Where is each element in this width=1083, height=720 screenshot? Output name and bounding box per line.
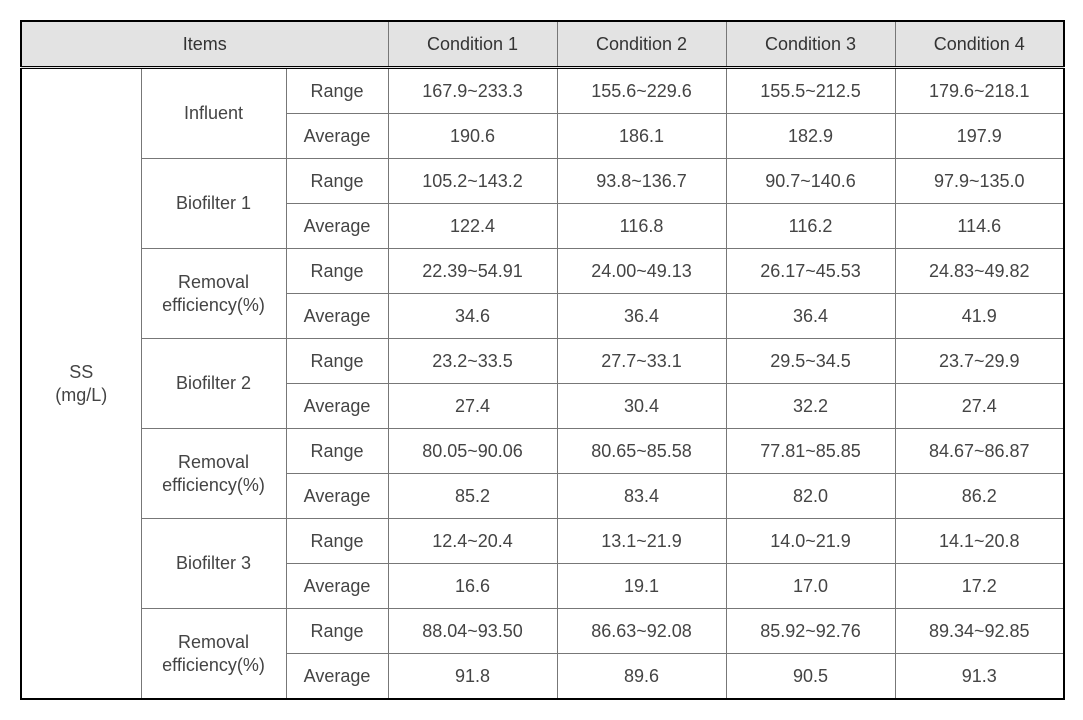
header-condition-2: Condition 2 [557, 21, 726, 68]
value-cell: 88.04~93.50 [388, 609, 557, 654]
value-cell: 30.4 [557, 384, 726, 429]
value-cell: 97.9~135.0 [895, 159, 1064, 204]
value-cell: 82.0 [726, 474, 895, 519]
table-row: Biofilter 2Range23.2~33.527.7~33.129.5~3… [21, 339, 1064, 384]
table-row: Removal efficiency(%)Range88.04~93.5086.… [21, 609, 1064, 654]
table-row: Removal efficiency(%)Range22.39~54.9124.… [21, 249, 1064, 294]
metric-label: Average [286, 384, 388, 429]
section-label: Biofilter 1 [141, 159, 286, 249]
value-cell: 16.6 [388, 564, 557, 609]
metric-label: Average [286, 294, 388, 339]
value-cell: 14.1~20.8 [895, 519, 1064, 564]
header-items: Items [21, 21, 388, 68]
header-condition-1: Condition 1 [388, 21, 557, 68]
value-cell: 83.4 [557, 474, 726, 519]
metric-label: Range [286, 339, 388, 384]
value-cell: 27.7~33.1 [557, 339, 726, 384]
value-cell: 190.6 [388, 114, 557, 159]
value-cell: 26.17~45.53 [726, 249, 895, 294]
value-cell: 89.34~92.85 [895, 609, 1064, 654]
value-cell: 89.6 [557, 654, 726, 700]
value-cell: 85.2 [388, 474, 557, 519]
metric-label: Average [286, 564, 388, 609]
ss-measurements-table: Items Condition 1 Condition 2 Condition … [20, 20, 1065, 700]
value-cell: 114.6 [895, 204, 1064, 249]
value-cell: 13.1~21.9 [557, 519, 726, 564]
value-cell: 186.1 [557, 114, 726, 159]
value-cell: 116.2 [726, 204, 895, 249]
value-cell: 19.1 [557, 564, 726, 609]
metric-label: Range [286, 68, 388, 114]
value-cell: 36.4 [557, 294, 726, 339]
metric-label: Average [286, 474, 388, 519]
header-row: Items Condition 1 Condition 2 Condition … [21, 21, 1064, 68]
section-label: Removal efficiency(%) [141, 429, 286, 519]
value-cell: 24.83~49.82 [895, 249, 1064, 294]
value-cell: 122.4 [388, 204, 557, 249]
value-cell: 27.4 [388, 384, 557, 429]
value-cell: 17.2 [895, 564, 1064, 609]
value-cell: 155.6~229.6 [557, 68, 726, 114]
value-cell: 29.5~34.5 [726, 339, 895, 384]
value-cell: 32.2 [726, 384, 895, 429]
value-cell: 93.8~136.7 [557, 159, 726, 204]
metric-label: Range [286, 609, 388, 654]
row-group-label: SS (mg/L) [21, 68, 141, 700]
value-cell: 36.4 [726, 294, 895, 339]
table-body: SS (mg/L)InfluentRange167.9~233.3155.6~2… [21, 68, 1064, 700]
metric-label: Range [286, 249, 388, 294]
value-cell: 80.65~85.58 [557, 429, 726, 474]
value-cell: 90.5 [726, 654, 895, 700]
metric-label: Range [286, 159, 388, 204]
value-cell: 90.7~140.6 [726, 159, 895, 204]
value-cell: 86.63~92.08 [557, 609, 726, 654]
section-label: Biofilter 3 [141, 519, 286, 609]
value-cell: 34.6 [388, 294, 557, 339]
metric-label: Range [286, 519, 388, 564]
value-cell: 80.05~90.06 [388, 429, 557, 474]
value-cell: 77.81~85.85 [726, 429, 895, 474]
table-row: SS (mg/L)InfluentRange167.9~233.3155.6~2… [21, 68, 1064, 114]
value-cell: 23.7~29.9 [895, 339, 1064, 384]
value-cell: 197.9 [895, 114, 1064, 159]
value-cell: 105.2~143.2 [388, 159, 557, 204]
value-cell: 179.6~218.1 [895, 68, 1064, 114]
header-condition-3: Condition 3 [726, 21, 895, 68]
metric-label: Average [286, 114, 388, 159]
value-cell: 91.3 [895, 654, 1064, 700]
value-cell: 17.0 [726, 564, 895, 609]
value-cell: 182.9 [726, 114, 895, 159]
value-cell: 27.4 [895, 384, 1064, 429]
table-row: Removal efficiency(%)Range80.05~90.0680.… [21, 429, 1064, 474]
value-cell: 22.39~54.91 [388, 249, 557, 294]
value-cell: 84.67~86.87 [895, 429, 1064, 474]
header-condition-4: Condition 4 [895, 21, 1064, 68]
metric-label: Average [286, 654, 388, 700]
value-cell: 41.9 [895, 294, 1064, 339]
section-label: Biofilter 2 [141, 339, 286, 429]
value-cell: 91.8 [388, 654, 557, 700]
value-cell: 155.5~212.5 [726, 68, 895, 114]
value-cell: 86.2 [895, 474, 1064, 519]
value-cell: 23.2~33.5 [388, 339, 557, 384]
metric-label: Range [286, 429, 388, 474]
metric-label: Average [286, 204, 388, 249]
value-cell: 85.92~92.76 [726, 609, 895, 654]
table-row: Biofilter 1Range105.2~143.293.8~136.790.… [21, 159, 1064, 204]
section-label: Removal efficiency(%) [141, 609, 286, 700]
value-cell: 12.4~20.4 [388, 519, 557, 564]
table-row: Biofilter 3Range12.4~20.413.1~21.914.0~2… [21, 519, 1064, 564]
value-cell: 24.00~49.13 [557, 249, 726, 294]
value-cell: 167.9~233.3 [388, 68, 557, 114]
section-label: Influent [141, 68, 286, 159]
value-cell: 116.8 [557, 204, 726, 249]
section-label: Removal efficiency(%) [141, 249, 286, 339]
value-cell: 14.0~21.9 [726, 519, 895, 564]
